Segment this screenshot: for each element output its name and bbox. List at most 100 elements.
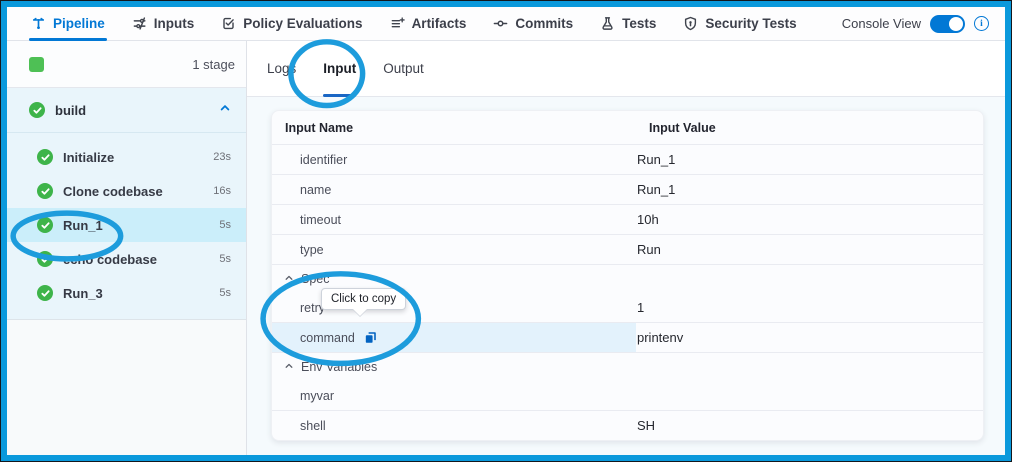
step-duration: 23s (213, 151, 231, 163)
stage-header-build[interactable]: build (7, 88, 246, 133)
detail-tabbar: Logs Input Output (247, 41, 1005, 97)
nav-tab-commits[interactable]: Commits (493, 7, 573, 40)
stage-name-label: build (55, 102, 87, 118)
commit-icon (493, 16, 508, 31)
table-row-shell[interactable]: shell SH (272, 411, 983, 440)
row-value: Run (637, 242, 661, 257)
nav-tab-label: Policy Evaluations (243, 16, 363, 31)
step-duration: 5s (219, 219, 231, 231)
toggle-knob (949, 16, 963, 31)
row-label: type (300, 242, 324, 257)
stage-count-label: 1 stage (192, 56, 235, 72)
success-check-icon (37, 251, 53, 267)
column-header-input-value: Input Value (649, 120, 716, 135)
success-check-icon (37, 149, 53, 165)
table-row-name[interactable]: name Run_1 (272, 175, 983, 205)
success-check-icon (37, 217, 53, 233)
row-value: 1 (637, 300, 645, 315)
success-check-icon (37, 183, 53, 199)
step-duration: 5s (219, 253, 231, 265)
nav-tab-label: Inputs (153, 16, 195, 31)
stage-status-square-icon (29, 56, 44, 72)
copy-icon[interactable] (363, 330, 378, 345)
nav-right-controls: Console View i (841, 14, 989, 33)
table-row-identifier[interactable]: identifier Run_1 (272, 145, 983, 175)
table-row-myvar[interactable]: myvar (272, 381, 983, 411)
row-label: shell (300, 418, 326, 433)
tab-logs[interactable]: Logs (267, 61, 297, 76)
info-icon[interactable]: i (974, 16, 989, 31)
row-value: 10h (637, 212, 659, 227)
click-to-copy-tooltip: Click to copy (321, 288, 407, 310)
row-label: name (300, 182, 332, 197)
sidebar-empty-area (7, 320, 246, 455)
row-value: SH (637, 418, 656, 433)
nav-tab-label: Pipeline (53, 16, 105, 31)
nav-tab-pipeline[interactable]: Pipeline (29, 7, 107, 41)
inputs-icon (132, 16, 147, 31)
nav-tab-label: Artifacts (411, 16, 467, 31)
section-label: Env Variables (301, 360, 378, 374)
tab-input[interactable]: Input (323, 41, 357, 97)
row-value: printenv (637, 330, 684, 345)
nav-tab-artifacts[interactable]: Artifacts (390, 7, 467, 40)
step-initialize[interactable]: Initialize 23s (7, 140, 246, 174)
step-label: Run_3 (63, 285, 103, 301)
policy-check-icon (221, 16, 236, 31)
nav-tab-inputs[interactable]: Inputs (132, 7, 195, 40)
step-duration: 5s (219, 287, 231, 299)
nav-tab-label: Tests (622, 16, 657, 31)
step-label: Initialize (63, 149, 115, 165)
step-clone-codebase[interactable]: Clone codebase 16s (7, 174, 246, 208)
nav-tab-label: Security Tests (705, 16, 797, 31)
top-navigation-bar: Pipeline Inputs Policy Evaluations Artif… (7, 7, 1005, 41)
row-label: myvar (300, 388, 335, 403)
flask-icon (600, 16, 615, 31)
table-row-command[interactable]: command printenv (272, 323, 983, 353)
collapse-chevron-icon (284, 360, 294, 374)
nav-tab-policy-evaluations[interactable]: Policy Evaluations (221, 7, 363, 40)
step-run-3[interactable]: Run_3 5s (7, 276, 246, 310)
pipeline-icon (31, 16, 46, 31)
row-label: command (300, 330, 355, 345)
nav-tab-security-tests[interactable]: Security Tests (683, 7, 797, 40)
step-label: Clone codebase (63, 183, 163, 199)
table-row-type[interactable]: type Run (272, 235, 983, 265)
nav-tab-tests[interactable]: Tests (600, 7, 656, 40)
row-label: timeout (300, 212, 341, 227)
app-window: Pipeline Inputs Policy Evaluations Artif… (7, 7, 1005, 455)
step-duration: 16s (213, 185, 231, 197)
table-header-row: Input Name Input Value (272, 111, 983, 145)
security-shield-icon (683, 16, 698, 31)
success-check-icon (37, 285, 53, 301)
step-list: Initialize 23s Clone codebase 16s Run_1 … (7, 133, 246, 319)
column-header-input-name: Input Name (285, 120, 354, 135)
stage-summary-row: 1 stage (7, 41, 246, 88)
tab-content-area: Input Name Input Value identifier Run_1 … (247, 97, 1005, 455)
step-run-1[interactable]: Run_1 5s (7, 208, 246, 242)
table-row-timeout[interactable]: timeout 10h (272, 205, 983, 235)
console-view-toggle[interactable] (930, 14, 965, 33)
row-value (636, 381, 983, 410)
console-view-label: Console View (841, 16, 921, 31)
step-label: echo codebase (63, 251, 157, 267)
step-label: Run_1 (63, 217, 103, 233)
stage-group-build: build Initialize 23s Clone codebase 16s (7, 88, 246, 320)
input-table-card: Input Name Input Value identifier Run_1 … (271, 110, 984, 441)
execution-sidebar: 1 stage build Initialize 23s (7, 41, 247, 455)
success-check-icon (29, 102, 45, 118)
row-value: Run_1 (637, 152, 676, 167)
row-label: identifier (300, 152, 348, 167)
step-detail-panel: Logs Input Output Input Name Input Value… (247, 41, 1005, 455)
section-header-env-variables[interactable]: Env Variables (272, 353, 983, 381)
top-nav-tabs: Pipeline Inputs Policy Evaluations Artif… (29, 7, 797, 41)
row-value: Run_1 (637, 182, 676, 197)
artifacts-list-plus-icon (390, 16, 405, 31)
nav-tab-label: Commits (515, 16, 574, 31)
step-echo-codebase[interactable]: echo codebase 5s (7, 242, 246, 276)
section-label: Spec (301, 272, 330, 286)
chevron-up-icon[interactable] (219, 101, 231, 119)
tab-output[interactable]: Output (383, 61, 424, 76)
collapse-chevron-icon (284, 272, 294, 286)
